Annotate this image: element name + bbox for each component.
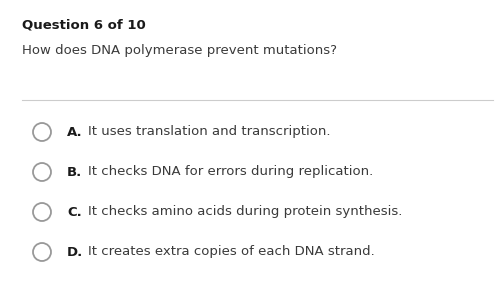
Text: D.: D. — [67, 245, 83, 258]
Text: Question 6 of 10: Question 6 of 10 — [22, 18, 146, 31]
Text: It checks amino acids during protein synthesis.: It checks amino acids during protein syn… — [88, 205, 402, 218]
Text: How does DNA polymerase prevent mutations?: How does DNA polymerase prevent mutation… — [22, 44, 337, 57]
Text: C.: C. — [67, 205, 82, 218]
Text: B.: B. — [67, 165, 82, 178]
Text: It checks DNA for errors during replication.: It checks DNA for errors during replicat… — [88, 165, 373, 178]
Text: A.: A. — [67, 125, 82, 138]
Text: It uses translation and transcription.: It uses translation and transcription. — [88, 125, 330, 138]
Text: It creates extra copies of each DNA strand.: It creates extra copies of each DNA stra… — [88, 245, 375, 258]
